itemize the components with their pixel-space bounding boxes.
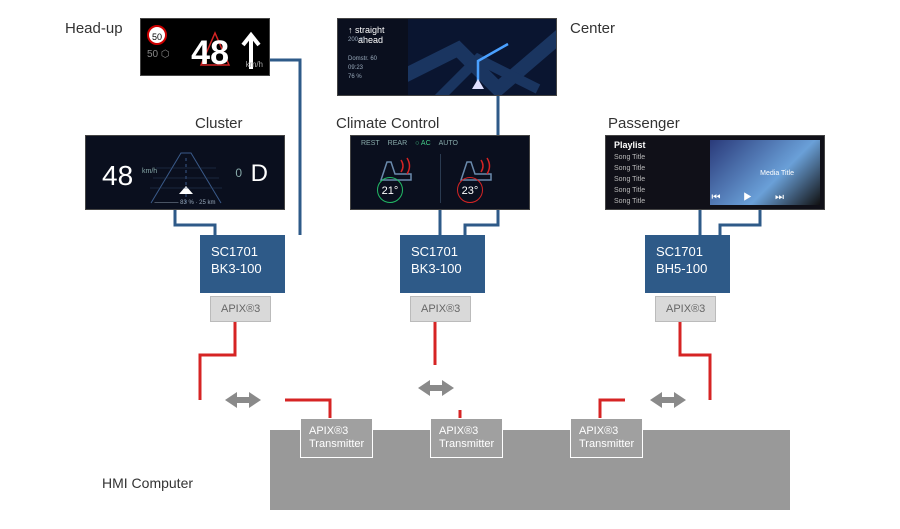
tx-line: Transmitter <box>309 438 364 451</box>
apix-rx-right: APIX®3 <box>655 296 716 322</box>
center-display: ↑ straight ahead 200 m Domstr. 60 09:23 … <box>337 18 557 96</box>
apix-tx-left: APIX®3 Transmitter <box>300 418 373 458</box>
apix-tx-mid: APIX®3 Transmitter <box>430 418 503 458</box>
playlist-row: Song Title <box>614 187 645 194</box>
climate-divider <box>440 154 441 203</box>
media-controls: ⏮ ▶ ⏭ <box>712 192 794 203</box>
climate-display: REST REAR ○ AC AUTO 21° 23° <box>350 135 530 210</box>
cluster-display: 48 km/h D 0 ———— 83 % · 25 km <box>85 135 285 210</box>
passenger-label: Passenger <box>608 115 680 132</box>
playlist-header: Playlist <box>614 140 646 150</box>
cluster-label: Cluster <box>195 115 243 132</box>
playlist-row: Song Title <box>614 165 645 172</box>
climate-tab: REAR <box>388 140 407 147</box>
headup-display: 50 50 ⬡ 48 km/h <box>140 18 270 76</box>
chip-left: SC1701 BK3-100 <box>200 235 285 293</box>
cluster-info: ———— 83 % · 25 km <box>154 200 215 206</box>
headup-label: Head-up <box>65 20 123 37</box>
cluster-speed: 48 <box>102 160 133 192</box>
apix-tx-right: APIX®3 Transmitter <box>570 418 643 458</box>
tx-line: APIX®3 <box>439 425 494 438</box>
playlist-row: Song Title <box>614 154 645 161</box>
hud-speed: 48 <box>191 34 229 73</box>
chip-line: SC1701 <box>211 244 274 261</box>
climate-label: Climate Control <box>336 115 439 132</box>
nav-meta-1: Domstr. 60 <box>348 55 377 64</box>
hud-unit: km/h <box>246 60 263 69</box>
chip-line: SC1701 <box>656 244 719 261</box>
media-title: Media Title <box>760 170 794 177</box>
climate-temp-right: 23° <box>457 177 483 203</box>
tx-line: APIX®3 <box>579 425 634 438</box>
playlist-row: Song Title <box>614 176 645 183</box>
hud-sub: 50 ⬡ <box>147 49 170 60</box>
nav-meta-2: 09:23 <box>348 64 377 73</box>
climate-temp-left: 21° <box>377 177 403 203</box>
chip-line: BK3-100 <box>411 261 474 278</box>
tx-line: Transmitter <box>579 438 634 451</box>
nav-map-icon <box>408 19 557 96</box>
chip-line: SC1701 <box>411 244 474 261</box>
passenger-display: Playlist Song Title Song Title Song Titl… <box>605 135 825 210</box>
climate-tabs: REST REAR ○ AC AUTO <box>351 140 529 147</box>
chip-line: BK3-100 <box>211 261 274 278</box>
apix-rx-left: APIX®3 <box>210 296 271 322</box>
nav-meta: Domstr. 60 09:23 76 % <box>348 55 377 82</box>
speed-limit-icon: 50 <box>147 25 167 45</box>
center-label: Center <box>570 20 615 37</box>
nav-meta-3: 76 % <box>348 73 377 82</box>
playlist-row: Song Title <box>614 198 645 205</box>
tx-line: APIX®3 <box>309 425 364 438</box>
chip-mid: SC1701 BK3-100 <box>400 235 485 293</box>
chip-line: BH5-100 <box>656 261 719 278</box>
chip-right: SC1701 BH5-100 <box>645 235 730 293</box>
climate-tab: REST <box>361 140 380 147</box>
apix-rx-mid: APIX®3 <box>410 296 471 322</box>
tx-line: Transmitter <box>439 438 494 451</box>
nav-distance: 200 m <box>348 37 365 43</box>
hmi-computer-label: HMI Computer <box>102 475 193 491</box>
climate-tab: AUTO <box>439 140 458 147</box>
nav-instr-1: ↑ straight <box>348 25 385 35</box>
climate-tab: ○ AC <box>415 140 431 147</box>
